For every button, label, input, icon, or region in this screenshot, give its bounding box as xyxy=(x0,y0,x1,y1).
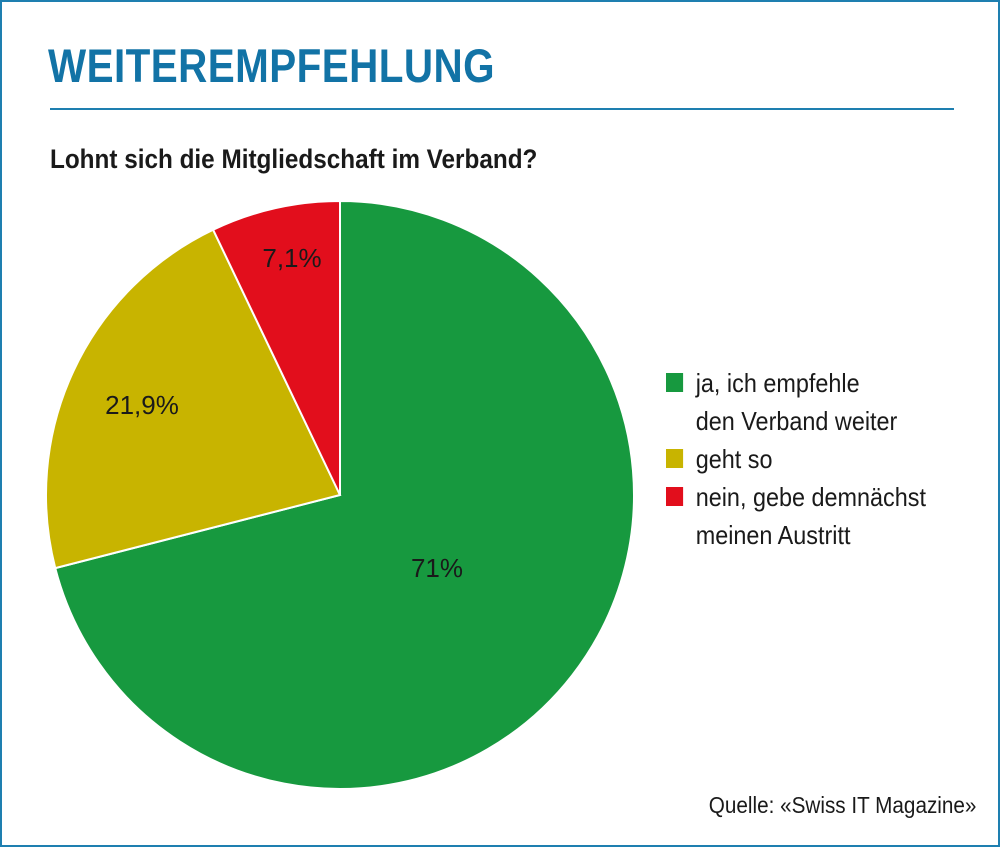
legend-swatch xyxy=(666,487,684,506)
legend-label: geht so xyxy=(695,444,773,474)
slice-data-label: 7,1% xyxy=(262,243,321,273)
legend: ja, ich empfehle den Verband weiter geht s… xyxy=(666,364,998,554)
pie-slice-2 xyxy=(45,228,342,570)
legend-swatch xyxy=(666,449,684,468)
heading-divider xyxy=(50,108,954,110)
legend-item: ja, ich empfehle den Verband weiter xyxy=(666,364,993,440)
source-note: Quelle: «Swiss IT Magazine» xyxy=(708,792,976,818)
legend-item: nein, gebe demnächst meinen Austritt xyxy=(666,478,993,554)
chart-heading: WEITEREMPFEHLUNG xyxy=(48,39,496,92)
chart-title: Lohnt sich die Mitgliedschaft im Verband… xyxy=(50,144,538,174)
pie-slice-3 xyxy=(211,199,341,496)
legend-label: meinen Austritt xyxy=(695,520,851,550)
legend-label: ja, ich empfehle xyxy=(695,368,860,398)
slice-data-label: 21,9% xyxy=(105,390,179,420)
legend-label: den Verband weiter xyxy=(695,406,898,436)
legend-item: geht so xyxy=(666,440,993,478)
slice-data-label: 71% xyxy=(411,553,463,583)
pie-slice-1 xyxy=(54,199,635,790)
legend-swatch xyxy=(666,373,684,392)
legend-label: nein, gebe demnächst xyxy=(695,482,926,512)
